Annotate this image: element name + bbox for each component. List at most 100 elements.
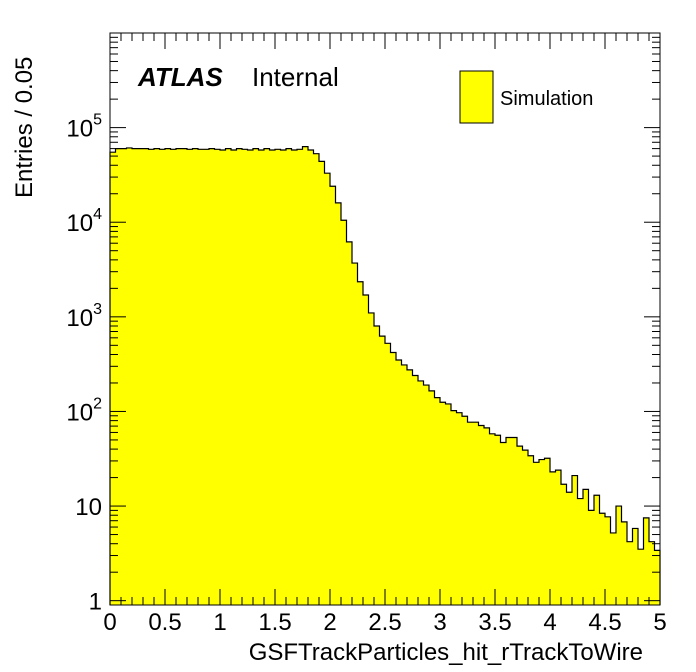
histogram-bar [165, 148, 171, 605]
histogram-bar [429, 390, 435, 605]
histogram-bar [209, 148, 215, 605]
legend-entry: Simulation [500, 88, 593, 110]
histogram-bar [610, 532, 617, 605]
y-tick-label: 103 [66, 301, 102, 332]
histogram-bar [500, 442, 507, 605]
y-tick-label: 10 [75, 494, 102, 521]
histogram-bar [148, 149, 155, 606]
histogram-bar [385, 343, 391, 605]
histogram-bar [566, 492, 573, 605]
histogram-bar [621, 521, 628, 605]
histogram-bar [451, 410, 457, 605]
histogram-bars [109, 146, 661, 606]
histogram-bar [539, 459, 545, 605]
x-axis-ticks [109, 33, 661, 605]
histogram-bar [517, 446, 523, 605]
histogram-bar [176, 148, 182, 605]
x-tick-label: 5 [653, 609, 666, 636]
histogram-bar [616, 506, 622, 605]
histogram-bar [170, 149, 177, 606]
histogram-bar [335, 202, 342, 605]
histogram-bar [302, 146, 309, 605]
histogram-bar [324, 173, 331, 606]
histogram-bar [352, 263, 358, 605]
histogram-bar [605, 516, 611, 605]
y-axis-ticks [110, 32, 660, 606]
histogram-bar [511, 437, 518, 605]
histogram-bar [253, 148, 259, 605]
histogram-bar [599, 513, 606, 605]
histogram-bar [478, 425, 485, 605]
histogram-bar [550, 471, 556, 605]
histogram-bar [236, 148, 243, 605]
histogram-bar [242, 149, 248, 606]
histogram-bar [330, 186, 336, 605]
y-axis-tick-labels: 1 10 102 103 104 105 [66, 112, 102, 616]
x-tick-label: 2 [323, 609, 336, 636]
histogram-bar [198, 149, 204, 606]
histogram-bar [638, 549, 644, 605]
histogram-bar [291, 149, 298, 606]
histogram-outline [109, 146, 661, 605]
histogram-bar [445, 403, 452, 605]
histogram-bar [363, 295, 369, 605]
internal-label: Internal [252, 62, 339, 92]
histogram-bar [181, 148, 188, 605]
x-tick-label: 4 [543, 609, 556, 636]
histogram-bar [341, 220, 347, 605]
histogram-bar [143, 148, 149, 605]
histogram-bar [319, 161, 325, 605]
histogram-bar [522, 450, 529, 605]
histogram-bar [407, 369, 413, 605]
histogram-bar [159, 149, 166, 606]
histogram-bar [506, 437, 512, 605]
histogram-bar [583, 489, 589, 605]
histogram-bar [154, 148, 160, 605]
histogram-bar [401, 364, 408, 605]
histogram-bar [418, 380, 424, 605]
x-axis-tick-labels: 0 0.5 1 1.5 2 2.5 3 3.5 4 4.5 5 [103, 609, 666, 636]
x-tick-label: 0.5 [148, 609, 181, 636]
histogram-bar [231, 149, 237, 606]
legend: Simulation [459, 70, 593, 124]
histogram-bar [544, 458, 551, 605]
x-tick-label: 1.5 [258, 609, 291, 636]
y-tick-label: 1 [89, 589, 102, 616]
histogram-bar [247, 149, 254, 606]
histogram-bar [434, 397, 441, 605]
histogram-bar [440, 402, 446, 605]
histogram-bar [313, 153, 320, 605]
x-tick-label: 4.5 [588, 609, 621, 636]
histogram-bar [187, 149, 193, 606]
histogram-bar [561, 484, 567, 605]
histogram-bar [390, 352, 397, 605]
x-tick-label: 1 [213, 609, 226, 636]
x-tick-label: 2.5 [368, 609, 401, 636]
atlas-label: ATLAS [137, 62, 223, 92]
legend-swatch [459, 70, 494, 124]
y-axis-label: Entries / 0.05 [11, 57, 38, 198]
y-tick-label: 102 [66, 395, 102, 426]
histogram-bar [423, 385, 430, 605]
histogram-bar [137, 148, 144, 605]
histogram-bar [220, 149, 226, 606]
histogram-bar [110, 152, 116, 605]
histogram-bar [396, 359, 402, 605]
histogram-bar [214, 149, 221, 606]
histogram-bar [632, 528, 639, 605]
histogram-bar [379, 336, 386, 605]
histogram-bar [572, 475, 578, 605]
histogram-bar [126, 147, 133, 606]
histogram-bar [264, 148, 270, 605]
histogram-bar [528, 455, 534, 605]
histogram-bar [577, 498, 584, 605]
histogram-bar [258, 149, 265, 606]
histogram-bar [594, 495, 600, 605]
y-tick-label: 104 [66, 206, 102, 237]
histogram-bar [489, 433, 496, 605]
histogram-bar [588, 510, 595, 605]
histogram-bar [275, 149, 281, 606]
histogram-bar [297, 149, 303, 606]
histogram-bar [555, 470, 562, 605]
